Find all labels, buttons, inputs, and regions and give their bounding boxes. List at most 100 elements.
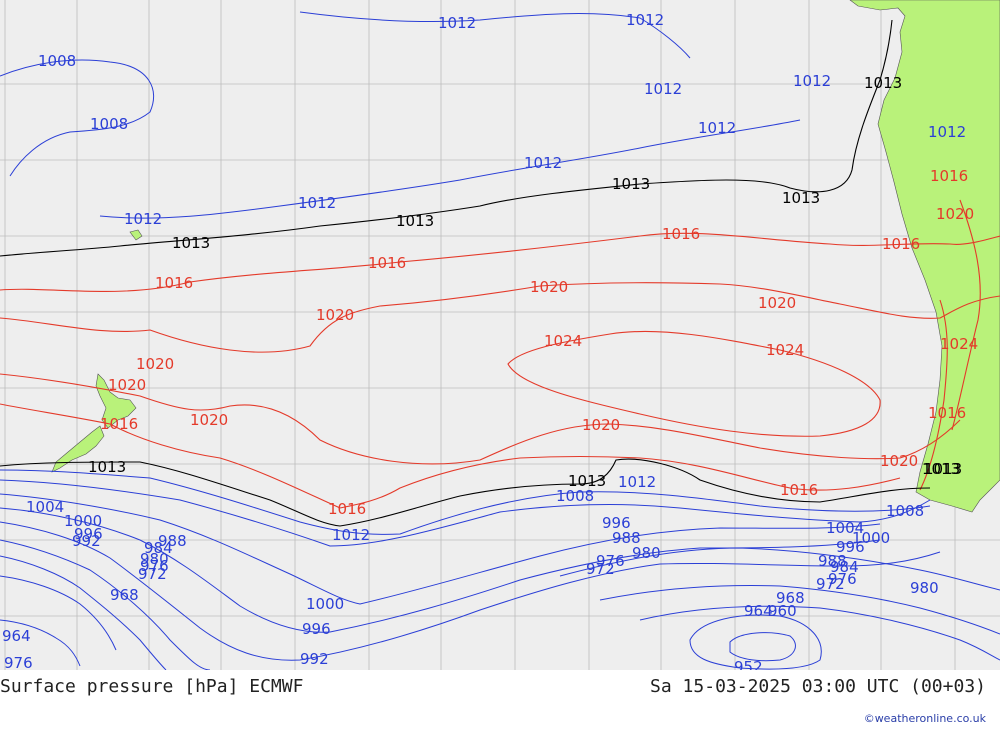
isobar-1016-coast xyxy=(919,299,948,491)
isobar-label: 1020 xyxy=(758,294,796,312)
isobar-label: 1012 xyxy=(524,154,562,172)
isobar-label: 988 xyxy=(818,552,847,570)
isobar-label: 1000 xyxy=(64,512,102,530)
isobar-label: 1016 xyxy=(155,274,193,292)
lat-lon-grid xyxy=(0,0,1000,670)
isobar-972-south xyxy=(599,585,1000,635)
isobar-label: 984 xyxy=(830,558,859,576)
isobar-label: 1008 xyxy=(38,52,76,70)
isobar-label: 1024 xyxy=(940,335,978,353)
isobar-label: 1016 xyxy=(368,254,406,272)
isobar-label: 1013 xyxy=(396,212,434,230)
isobar-labels: 1012 1012 1008 1008 1012 1012 1012 1012 1012 1012… xyxy=(2,11,978,670)
isobar-label: 976 xyxy=(140,557,169,575)
isobar-1000-band xyxy=(0,507,881,633)
isobar-label: 996 xyxy=(836,538,865,556)
isobar-label: 1013 xyxy=(782,189,820,207)
isobar-label: 1013 xyxy=(612,175,650,193)
isobar-1024 xyxy=(507,330,881,437)
isobar-label: 1016 xyxy=(930,167,968,185)
isobar-label: 980 xyxy=(632,544,661,562)
isobar-label: 984 xyxy=(144,539,173,557)
surface-pressure-map[interactable]: 1012 1012 1008 1008 1012 1012 1012 1012 1012 1012… xyxy=(0,0,1000,670)
isobar-996-band xyxy=(0,521,941,661)
isobar-label: 976 xyxy=(828,570,857,588)
isobar-1012-north xyxy=(299,11,691,59)
map-title: Surface pressure [hPa] ECMWF xyxy=(0,676,304,697)
isobar-label: 1020 xyxy=(880,452,918,470)
isobar-label: 964 xyxy=(2,627,31,645)
isobar-label: 976 xyxy=(4,654,33,670)
isobar-label: 992 xyxy=(72,532,101,550)
isobar-1008 xyxy=(0,59,155,177)
isobar-low-center-outer xyxy=(689,614,822,670)
new-zealand-north-island xyxy=(95,373,137,429)
valid-time: Sa 15-03-2025 03:00 UTC (00+03) xyxy=(650,676,986,697)
isobar-label: 1016 xyxy=(882,235,920,253)
isobar-label: 1012 xyxy=(298,194,336,212)
isobar-1012-mid xyxy=(99,119,801,219)
isobar-1008-band xyxy=(0,479,931,547)
isobar-label: 1024 xyxy=(766,341,804,359)
isobar-label: 1016 xyxy=(100,415,138,433)
reference-isobars xyxy=(0,19,931,527)
high-pressure-isobars xyxy=(0,199,1000,509)
isobar-label: 972 xyxy=(586,560,615,578)
isobar-label: 988 xyxy=(158,532,187,550)
isobar-980-band xyxy=(0,555,167,670)
isobar-1020-north xyxy=(0,282,1000,353)
isobar-label: 996 xyxy=(602,514,631,532)
isobar-label: 1012 xyxy=(928,123,966,141)
isobar-label: 1013 xyxy=(568,472,606,490)
isobar-label: 1020 xyxy=(108,376,146,394)
isobar-1013-north xyxy=(0,19,893,257)
isobar-label: 1016 xyxy=(662,225,700,243)
isobar-label: 972 xyxy=(138,565,167,583)
isobar-label: 1020 xyxy=(136,355,174,373)
low-pressure-isobars xyxy=(0,11,1000,670)
isobar-label: 1012 xyxy=(124,210,162,228)
isobar-label: 1016 xyxy=(928,404,966,422)
isobar-label: 1013 xyxy=(172,234,210,252)
isobar-label: 1016 xyxy=(328,500,366,518)
isobar-1020-south xyxy=(0,373,961,465)
ocean-background xyxy=(0,0,1000,670)
isobar-964-band xyxy=(0,619,81,667)
isobar-label: 1000 xyxy=(852,529,890,547)
isobar-label: 968 xyxy=(776,589,805,607)
isobar-1016-south xyxy=(0,403,901,509)
isobar-label: 972 xyxy=(816,575,845,593)
isobar-label: 1016 xyxy=(780,481,818,499)
isobar-label: 952 xyxy=(734,658,763,670)
isobar-label: 1012 xyxy=(698,119,736,137)
isobar-low-center-inner xyxy=(729,632,796,662)
isobar-label: 1008 xyxy=(556,487,594,505)
isobar-label: 1013 xyxy=(864,74,902,92)
isobar-label: 964 xyxy=(744,602,773,620)
isobar-label: 1020 xyxy=(316,306,354,324)
isobar-label: 1012 xyxy=(438,14,476,32)
isobar-label: 1020 xyxy=(936,205,974,223)
isobar-label: 1012 xyxy=(626,11,664,29)
isobar-972-band xyxy=(0,575,117,651)
isobar-label: 1012 xyxy=(618,473,656,491)
new-zealand-south-island xyxy=(51,425,105,473)
isobar-label: 1008 xyxy=(90,115,128,133)
isobar-label: 968 xyxy=(110,586,139,604)
isobar-label: 960 xyxy=(768,602,797,620)
credit-link[interactable]: ©weatheronline.co.uk xyxy=(863,712,986,725)
isobar-label: 1013 xyxy=(88,458,126,476)
isobar-label: 1024 xyxy=(544,332,582,350)
isobar-label: 1012 xyxy=(793,72,831,90)
isobar-label: 1004 xyxy=(826,519,864,537)
isobar-label: 1012 xyxy=(332,526,370,544)
isobar-label: 992 xyxy=(300,650,329,668)
isobar-label: 1008 xyxy=(886,502,924,520)
isobar-988-band xyxy=(0,539,211,670)
isobar-label: 996 xyxy=(74,525,103,543)
isobar-label: 1012 xyxy=(644,80,682,98)
isobar-1013-south xyxy=(0,458,931,527)
isobar-1020-coast xyxy=(951,199,981,431)
isobar-label: 1004 xyxy=(26,498,64,516)
